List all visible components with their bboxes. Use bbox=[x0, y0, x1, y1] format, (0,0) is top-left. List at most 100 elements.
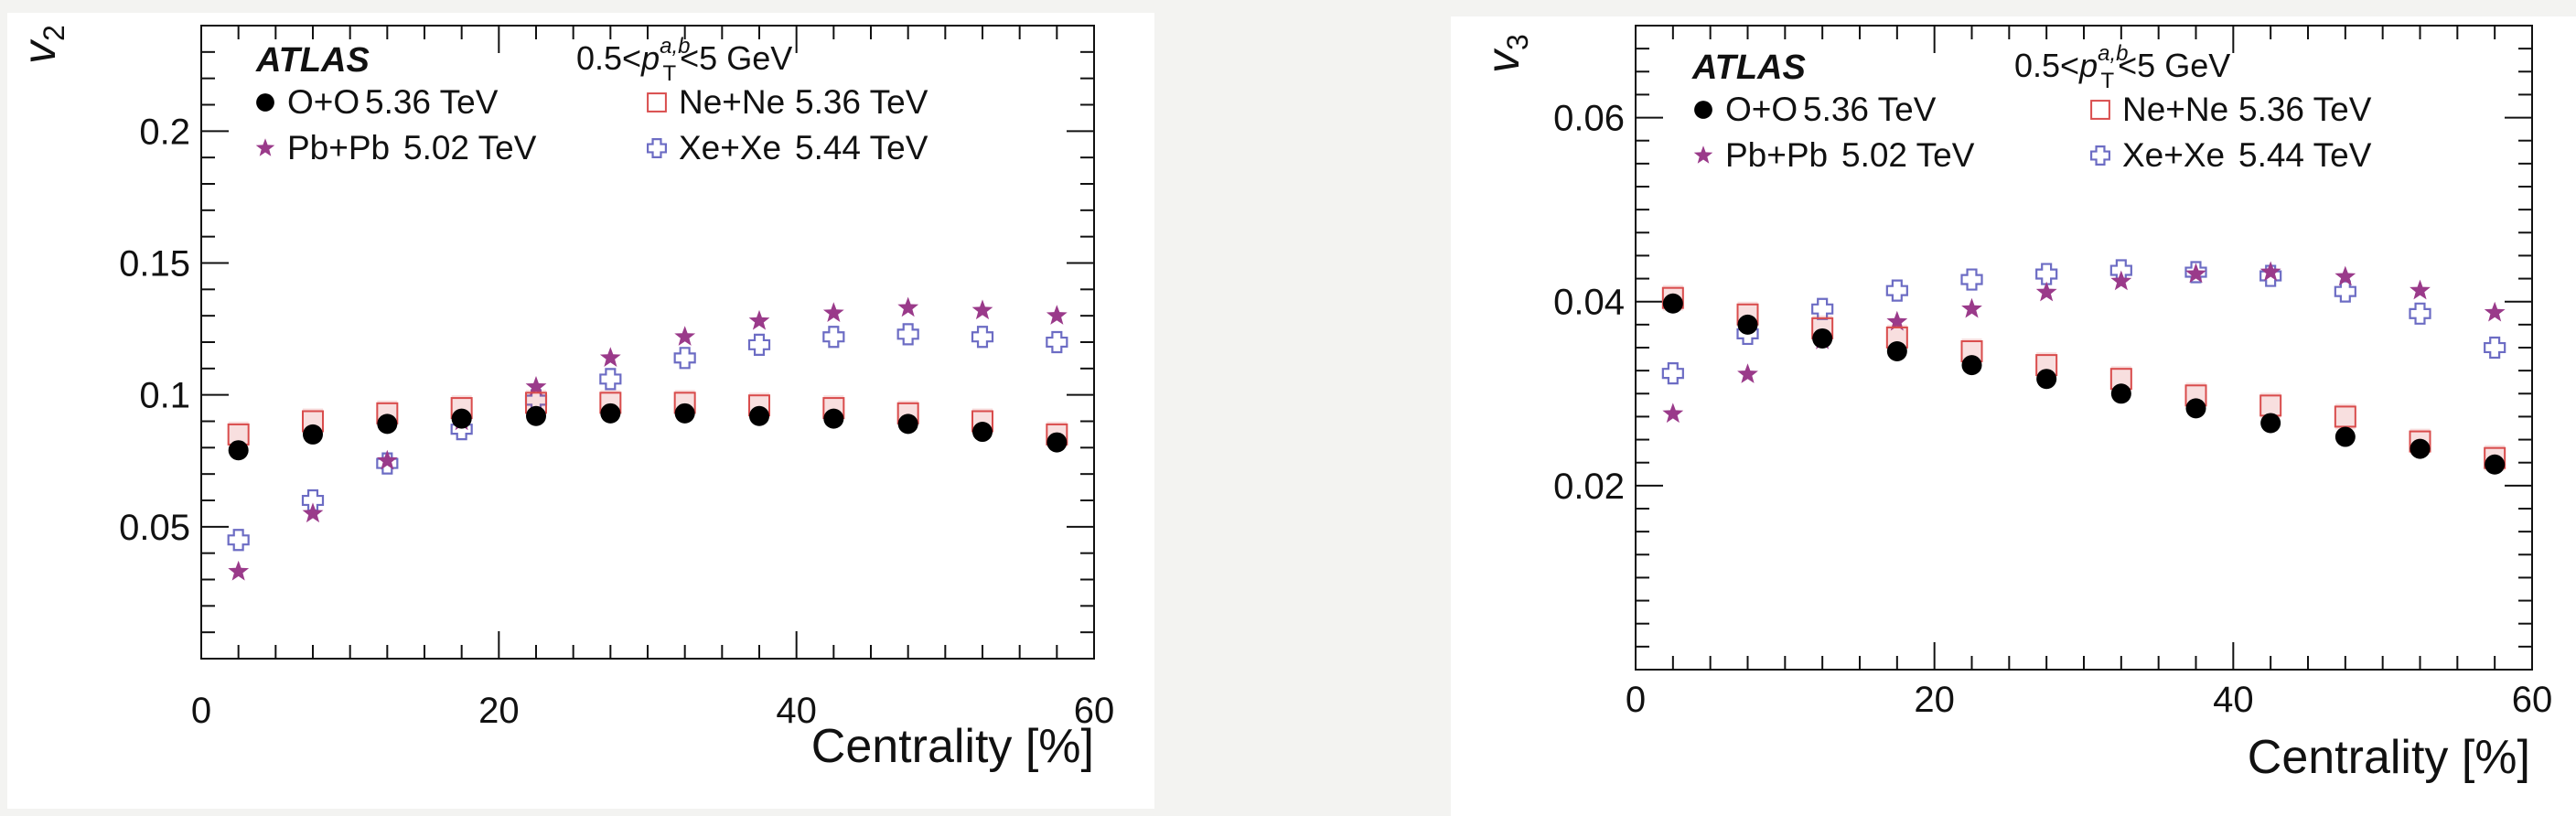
y-tick-label: 0.1 bbox=[139, 376, 190, 416]
data-point-pbpb bbox=[1737, 363, 1758, 383]
data-point-xexe bbox=[971, 326, 994, 349]
x-tick-label: 0 bbox=[1626, 680, 1646, 720]
data-point-xexe bbox=[2035, 263, 2058, 285]
x-tick-label: 40 bbox=[776, 691, 817, 731]
data-point-oo bbox=[1737, 314, 1758, 335]
y-axis-title: v3 bbox=[1477, 34, 1534, 73]
legend-item-nene: Ne+Ne 5.36 TeV bbox=[2090, 91, 2372, 128]
data-point-oo bbox=[1961, 355, 1982, 376]
x-axis-ticks bbox=[200, 26, 1095, 659]
legend-item-oo: O+O 5.36 TeV bbox=[256, 83, 499, 121]
data-point-oo bbox=[749, 405, 769, 426]
data-point-pbpb bbox=[302, 502, 324, 523]
data-point-pbpb bbox=[525, 376, 547, 396]
chart-panel-v2: 0 20 40 60 0.05 0.1 0.15 0.2 Centrality [%] v2 ATL… bbox=[7, 13, 1154, 809]
series-oo bbox=[228, 403, 1068, 461]
data-point-pbpb bbox=[228, 560, 250, 581]
series-oo bbox=[1662, 293, 2506, 475]
legend-item-oo: O+O 5.36 TeV bbox=[1694, 91, 1937, 128]
x-axis-title: Centrality [%] bbox=[811, 720, 1094, 773]
legend-energy: 5.36 TeV bbox=[365, 83, 499, 121]
legend-marker-open-cross bbox=[647, 138, 667, 158]
legend-item-pbpb: Pb+Pb 5.02 TeV bbox=[255, 129, 537, 166]
y-axis-title: v2 bbox=[14, 25, 70, 64]
data-point-oo bbox=[2485, 454, 2506, 475]
legend-item-pbpb: Pb+Pb 5.02 TeV bbox=[1693, 136, 1975, 174]
data-point-pbpb bbox=[1662, 403, 1684, 424]
atlas-label: ATLAS bbox=[1691, 48, 1806, 87]
data-point-pbpb bbox=[2259, 261, 2281, 282]
legend-label: O+O bbox=[287, 83, 360, 121]
data-point-oo bbox=[2185, 398, 2206, 419]
x-tick-label: 60 bbox=[2512, 680, 2553, 720]
syst-band bbox=[228, 421, 249, 447]
data-point-xexe bbox=[673, 347, 696, 370]
data-point-pbpb bbox=[1961, 297, 1982, 318]
series-pbpb bbox=[1662, 261, 2506, 424]
data-point-oo bbox=[2260, 413, 2281, 434]
series-xexe bbox=[227, 323, 1068, 552]
legend-label: Ne+Ne bbox=[2122, 91, 2228, 128]
data-point-xexe bbox=[227, 529, 250, 552]
data-point-pbpb bbox=[2035, 281, 2057, 302]
panel-background bbox=[7, 13, 1154, 809]
data-point-xexe bbox=[1960, 268, 1983, 291]
data-point-oo bbox=[1046, 432, 1068, 453]
x-axis-title: Centrality [%] bbox=[2248, 731, 2530, 784]
legend-label: Xe+Xe bbox=[2122, 136, 2225, 174]
x-tick-label: 20 bbox=[1914, 680, 1955, 720]
legend-marker-open-square bbox=[647, 92, 667, 113]
legend-item-nene: Ne+Ne 5.36 TeV bbox=[647, 83, 928, 121]
legend-energy: 5.44 TeV bbox=[2238, 136, 2372, 174]
data-point-oo bbox=[303, 424, 323, 445]
legend-energy: 5.36 TeV bbox=[2238, 91, 2372, 128]
kinematic-cut-label: 0.5<pa,b T <5 GeV bbox=[2014, 41, 2230, 93]
data-point-oo bbox=[600, 403, 621, 424]
x-tick-label: 20 bbox=[478, 691, 520, 731]
legend-item-xexe: Xe+Xe 5.44 TeV bbox=[2090, 136, 2372, 174]
legend-energy: 5.44 TeV bbox=[795, 129, 928, 166]
legend-energy: 5.02 TeV bbox=[403, 129, 537, 166]
data-point-oo bbox=[1886, 341, 1907, 362]
legend-label: Xe+Xe bbox=[679, 129, 781, 166]
data-point-oo bbox=[526, 405, 546, 426]
legend-marker-open-square bbox=[2090, 100, 2110, 120]
data-point-xexe bbox=[1661, 362, 1684, 385]
data-point-pbpb bbox=[748, 309, 770, 330]
data-point-oo bbox=[228, 440, 249, 461]
legend: O+O 5.36 TeV Ne+Ne 5.36 TeV Pb+Pb 5.02 TeV Xe+… bbox=[1693, 91, 2372, 174]
y-axis-ticks bbox=[1636, 25, 2532, 671]
data-point-oo bbox=[2334, 426, 2356, 447]
data-point-pbpb bbox=[599, 347, 621, 367]
data-point-pbpb bbox=[674, 326, 696, 346]
data-point-oo bbox=[2110, 383, 2131, 404]
x-tick-label: 40 bbox=[2213, 680, 2254, 720]
data-point-xexe bbox=[822, 326, 845, 349]
data-point-xexe bbox=[2184, 261, 2207, 284]
data-point-xexe bbox=[1885, 279, 1908, 302]
y-tick-label: 0.06 bbox=[1553, 99, 1625, 139]
syst-band bbox=[2260, 392, 2281, 419]
y-tick-label: 0.04 bbox=[1553, 283, 1625, 323]
data-point-oo bbox=[2036, 369, 2057, 390]
data-point-xexe bbox=[1046, 330, 1068, 354]
data-point-oo bbox=[1662, 293, 1683, 314]
data-point-pbpb bbox=[2334, 265, 2356, 286]
atlas-label: ATLAS bbox=[255, 41, 370, 80]
data-point-nene bbox=[2334, 405, 2356, 428]
y-axis-title-subscript: 2 bbox=[38, 25, 70, 41]
data-point-pbpb bbox=[2185, 263, 2206, 284]
legend-marker-filled-circle bbox=[1694, 101, 1712, 119]
legend-item-xexe: Xe+Xe 5.44 TeV bbox=[647, 129, 928, 166]
data-point-xexe bbox=[896, 323, 919, 346]
data-point-oo bbox=[377, 413, 398, 435]
data-point-pbpb bbox=[1046, 305, 1068, 325]
data-point-oo bbox=[674, 403, 695, 424]
data-point-oo bbox=[451, 408, 472, 429]
legend-energy: 5.36 TeV bbox=[795, 83, 928, 121]
data-point-pbpb bbox=[2110, 270, 2132, 291]
data-point-oo bbox=[823, 408, 844, 429]
legend-label: Pb+Pb bbox=[1725, 136, 1828, 174]
data-point-xexe bbox=[2334, 280, 2356, 303]
